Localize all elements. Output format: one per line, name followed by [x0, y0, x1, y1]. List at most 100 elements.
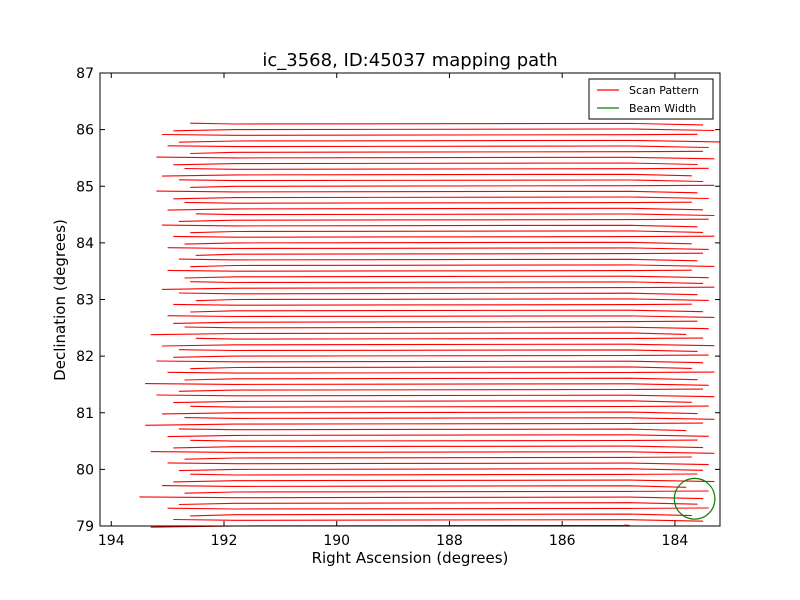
y-tick-label: 80 — [76, 462, 94, 478]
x-tick-label: 194 — [98, 533, 125, 549]
scan-pattern-series — [139, 122, 721, 528]
scan-line — [156, 360, 704, 364]
scan-line — [156, 190, 698, 194]
y-axis-label: Declination (degrees) — [51, 219, 69, 381]
scan-line — [190, 439, 698, 442]
scan-line — [167, 371, 715, 374]
scan-line — [190, 230, 704, 234]
scan-line — [184, 377, 698, 381]
scan-line — [173, 235, 715, 238]
scan-line — [195, 337, 704, 340]
scan-line — [145, 383, 709, 386]
scan-line — [167, 315, 715, 318]
y-tick-label: 87 — [76, 66, 94, 82]
scan-line — [178, 179, 704, 183]
scan-line — [161, 286, 715, 290]
scan-line — [150, 451, 715, 454]
y-tick-label: 85 — [76, 179, 94, 195]
scan-line — [190, 150, 704, 155]
legend-label-scan-pattern: Scan Pattern — [629, 84, 699, 97]
scan-line — [161, 343, 715, 347]
x-tick-label: 186 — [549, 533, 576, 549]
scan-line — [161, 133, 698, 136]
y-tick-label: 81 — [76, 406, 94, 422]
scan-line — [195, 213, 715, 217]
scan-line — [184, 417, 715, 420]
scan-line — [156, 394, 715, 398]
scan-line — [161, 173, 692, 177]
scan-line — [173, 400, 692, 404]
chart-title: ic_3568, ID:45037 mapping path — [262, 50, 557, 71]
scan-line — [178, 388, 704, 392]
scan-line — [173, 518, 704, 522]
plot-area — [99, 72, 721, 528]
scan-line — [173, 354, 709, 358]
scan-line — [173, 303, 692, 306]
x-axis: 194 192 190 188 186 184 — [98, 73, 688, 549]
y-tick-label: 82 — [76, 349, 94, 365]
scan-line — [190, 513, 692, 517]
scan-line — [167, 507, 709, 510]
scan-line — [190, 264, 715, 268]
y-tick-label: 84 — [76, 236, 94, 252]
scan-line — [190, 473, 698, 476]
scan-line — [173, 445, 704, 449]
scan-line — [173, 162, 698, 166]
scan-line — [184, 490, 709, 494]
scan-line — [161, 485, 687, 488]
scan-line — [190, 309, 704, 313]
scan-line — [173, 128, 715, 132]
scan-line — [167, 434, 709, 438]
scan-line — [195, 298, 709, 302]
scan-line — [173, 479, 715, 483]
scan-line — [195, 252, 704, 256]
scan-line — [178, 139, 721, 143]
scan-line — [184, 167, 709, 170]
y-tick-label: 86 — [76, 123, 94, 139]
scan-line — [178, 349, 698, 352]
scan-line — [173, 320, 698, 324]
scan-line — [167, 145, 709, 149]
scan-line — [184, 241, 692, 245]
scan-line — [178, 468, 704, 472]
scan-line — [184, 456, 692, 460]
scan-line — [167, 269, 692, 272]
y-axis: 79 80 81 82 83 84 85 86 87 — [76, 66, 720, 535]
x-tick-label: 190 — [323, 533, 350, 549]
scan-line — [161, 224, 698, 228]
x-tick-label: 188 — [436, 533, 463, 549]
y-tick-label: 79 — [76, 519, 94, 535]
scan-line — [178, 428, 687, 432]
beam-width-series — [673, 477, 716, 520]
x-axis-label: Right Ascension (degrees) — [312, 549, 509, 567]
scan-line — [150, 332, 687, 336]
scan-line — [156, 156, 715, 160]
scan-line — [173, 196, 709, 200]
scan-line — [184, 326, 709, 330]
scan-line — [190, 405, 709, 408]
scan-line — [145, 422, 704, 426]
scan-line — [190, 122, 704, 126]
beam-width-circle — [673, 477, 716, 520]
scan-line — [139, 496, 704, 500]
scan-line — [167, 247, 709, 250]
scan-line — [178, 218, 709, 222]
legend-label-beam-width: Beam Width — [629, 102, 696, 115]
legend-box — [588, 78, 714, 120]
scan-line — [190, 366, 692, 370]
scan-line — [167, 207, 704, 211]
scan-line — [178, 258, 698, 262]
scan-line — [190, 184, 715, 188]
scan-line — [167, 462, 709, 466]
y-tick-label: 83 — [76, 293, 94, 309]
scan-line — [184, 275, 709, 279]
scan-line — [161, 411, 698, 415]
scan-line — [184, 201, 692, 204]
legend: Scan Pattern Beam Width — [588, 78, 714, 120]
x-tick-label: 192 — [211, 533, 238, 549]
scan-line — [190, 281, 704, 284]
scan-line — [178, 292, 698, 296]
scan-line — [178, 502, 698, 506]
x-tick-label: 184 — [662, 533, 689, 549]
